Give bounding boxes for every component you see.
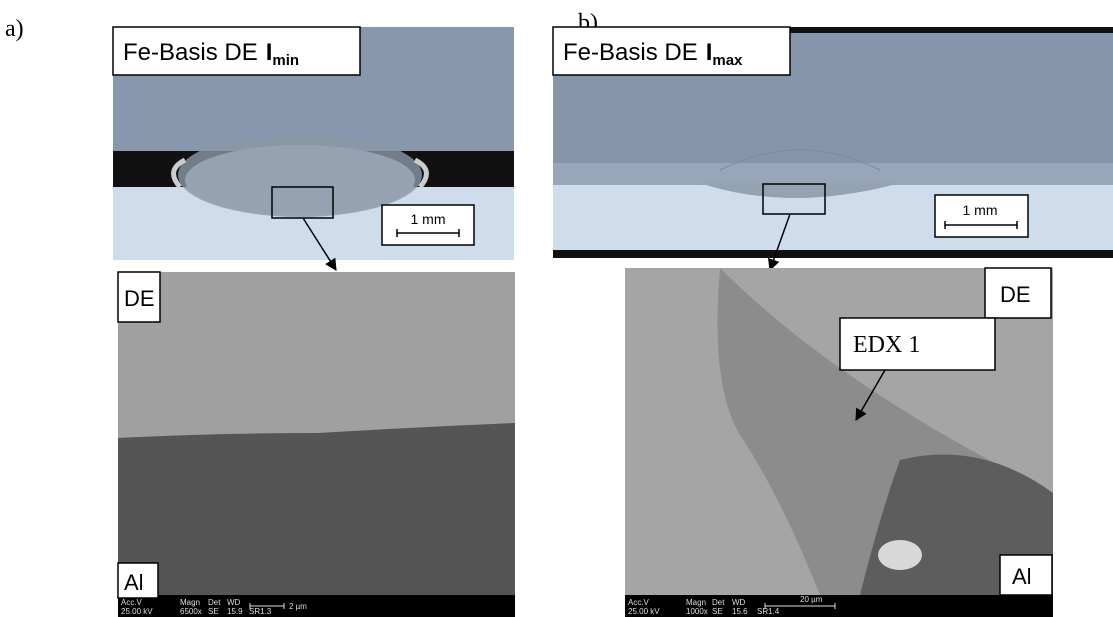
annotation: EDX 1 bbox=[853, 332, 920, 358]
databar-text: Acc.V bbox=[121, 598, 143, 607]
databar-text: 15.6 bbox=[732, 607, 748, 616]
databar-text: 25.00 kV bbox=[121, 607, 153, 616]
databar-text: Det bbox=[712, 598, 725, 607]
databar-text: WD bbox=[227, 598, 241, 607]
title-text: Fe-Basis DE bbox=[123, 39, 258, 66]
title-text: Fe-Basis DE bbox=[563, 39, 698, 66]
title-subscript: min bbox=[272, 52, 299, 69]
title-symbol: I bbox=[706, 39, 713, 66]
databar-text: Det bbox=[208, 598, 221, 607]
databar-text: 2 µm bbox=[289, 602, 307, 611]
title-subscript: max bbox=[712, 52, 743, 69]
title-symbol: I bbox=[266, 39, 273, 66]
bottom-label: Al bbox=[124, 570, 144, 595]
databar-text: Acc.V bbox=[628, 598, 650, 607]
databar-text: WD bbox=[732, 598, 746, 607]
databar-text: 6500x bbox=[180, 607, 202, 616]
databar-text: SR1.3 bbox=[249, 607, 272, 616]
top-label: DE bbox=[1000, 282, 1031, 307]
databar-text: SE bbox=[208, 607, 219, 616]
databar-text: Magn bbox=[180, 598, 200, 607]
panel-label: a) bbox=[5, 16, 24, 42]
databar-text: 1000x bbox=[686, 607, 708, 616]
bottom-label: Al bbox=[1012, 564, 1032, 589]
databar-text: 25.00 kV bbox=[628, 607, 660, 616]
databar-text: 20 µm bbox=[800, 595, 823, 604]
sem-image bbox=[118, 272, 515, 617]
scale-label: 1 mm bbox=[411, 211, 446, 227]
figure: a) Fe-Basis DE Imin 1 mm DE Al Acc.V 25.0… bbox=[0, 0, 1113, 617]
databar-text: Magn bbox=[686, 598, 706, 607]
databar-text: SE bbox=[712, 607, 723, 616]
databar-text: SR1.4 bbox=[757, 607, 780, 616]
databar-text: 15.9 bbox=[227, 607, 243, 616]
scale-label: 1 mm bbox=[963, 202, 998, 218]
top-label: DE bbox=[124, 286, 155, 311]
